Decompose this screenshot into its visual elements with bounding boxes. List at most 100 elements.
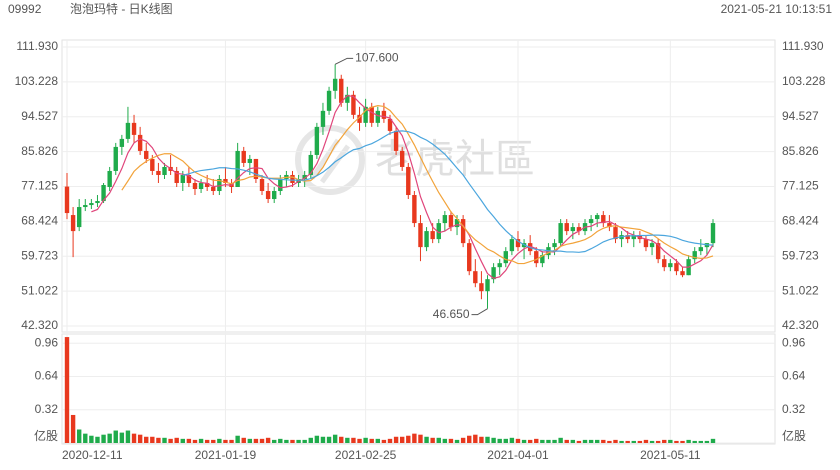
candle-body [674, 263, 679, 272]
volume-bar [296, 439, 301, 443]
volume-bar [332, 434, 338, 443]
volume-bar [601, 439, 606, 443]
volume-bar [131, 433, 137, 443]
volume-bar [582, 439, 588, 443]
volume-bar [217, 438, 222, 443]
volume-bar [607, 440, 612, 443]
volume-bar [137, 434, 143, 443]
volume-bar [595, 439, 600, 443]
candle-body [698, 247, 704, 252]
volume-tick-label-right: 亿股 [782, 428, 806, 443]
y-tick-label-right: 68.424 [782, 214, 819, 228]
volume-bar [485, 436, 490, 443]
volume-bar [613, 439, 618, 443]
volume-bar [76, 429, 82, 443]
volume-bar [430, 437, 435, 443]
candle-body [339, 78, 344, 103]
volume-bar [698, 440, 704, 443]
volume-bar [649, 440, 655, 443]
volume-bar [521, 439, 527, 443]
volume-bar [460, 437, 466, 443]
candle-body [83, 205, 88, 208]
volume-bar [534, 438, 539, 443]
candle-body [150, 158, 155, 171]
candle-body [156, 170, 161, 175]
candle-body [241, 150, 246, 163]
candle-body [625, 235, 630, 240]
volume-bar [168, 438, 173, 443]
volume-bar [515, 438, 521, 443]
volume-bar [70, 414, 76, 443]
volume-bar [211, 439, 216, 443]
y-tick-label-right: 103.228 [782, 74, 826, 88]
volume-bar [345, 437, 350, 443]
x-tick-label: 2021-04-01 [487, 448, 549, 462]
watermark-text: 老虎社區 [375, 138, 535, 182]
candle-body [595, 215, 600, 220]
y-tick-label: 68.424 [21, 214, 58, 228]
volume-bar [265, 437, 271, 443]
candle-body [393, 130, 399, 151]
volume-tick-label-right: 0.32 [782, 402, 806, 416]
volume-bar [655, 440, 661, 443]
y-tick-label-right: 94.527 [782, 109, 819, 123]
y-tick-label-right: 77.125 [782, 179, 819, 193]
y-tick-label: 94.527 [21, 109, 58, 123]
candle-body [198, 182, 204, 190]
volume-bar [64, 337, 70, 443]
y-tick-label-right: 111.930 [782, 39, 824, 53]
candle-body [436, 223, 441, 240]
x-tick-label: 2020-12-11 [62, 448, 123, 462]
candle-body [680, 271, 685, 276]
candle-body [473, 271, 478, 284]
candle-body [64, 186, 70, 214]
volume-bar [710, 438, 716, 443]
candle-body [272, 191, 277, 200]
volume-bar [704, 440, 710, 443]
candle-body [204, 182, 210, 188]
candle-body [552, 243, 557, 248]
volume-bar [381, 439, 387, 443]
candle-body [332, 78, 338, 91]
annotation-leader [334, 57, 354, 65]
volume-panel [61, 333, 776, 445]
candle-body [607, 223, 612, 228]
candle-body [479, 283, 484, 292]
volume-bar [680, 440, 685, 443]
volume-bar [619, 440, 624, 443]
volume-bar [552, 439, 557, 443]
candle-body [351, 94, 356, 115]
volume-bar [284, 439, 289, 443]
volume-bar [357, 438, 362, 443]
candle-body [649, 243, 655, 248]
volume-bar [113, 430, 118, 443]
volume-bar [503, 438, 508, 443]
candle-body [290, 174, 295, 183]
volume-bar [278, 438, 283, 443]
candle-body [369, 106, 374, 123]
volume-bar [424, 436, 429, 443]
volume-bar [588, 439, 594, 443]
volume-bar [363, 437, 368, 443]
volume-bar [369, 438, 374, 443]
candle-body [412, 195, 417, 224]
candle-body [576, 227, 582, 232]
candle-body [192, 182, 198, 190]
volume-bar [125, 430, 131, 443]
candle-body [308, 154, 313, 175]
volume-bar [491, 437, 496, 443]
y-tick-label-right: 51.022 [782, 283, 819, 297]
x-tick-label: 2021-05-11 [640, 448, 701, 462]
candle-body [442, 215, 448, 224]
volume-bar [198, 438, 204, 443]
volume-bar [643, 439, 649, 443]
volume-bar [156, 437, 161, 443]
volume-bar [448, 438, 454, 443]
candle-body [406, 166, 411, 196]
candle-body [314, 126, 320, 155]
volume-bar [387, 438, 393, 443]
volume-bar [625, 440, 630, 443]
moving-average-line [182, 130, 714, 253]
volume-bar [637, 440, 643, 443]
candle-body [631, 235, 636, 240]
